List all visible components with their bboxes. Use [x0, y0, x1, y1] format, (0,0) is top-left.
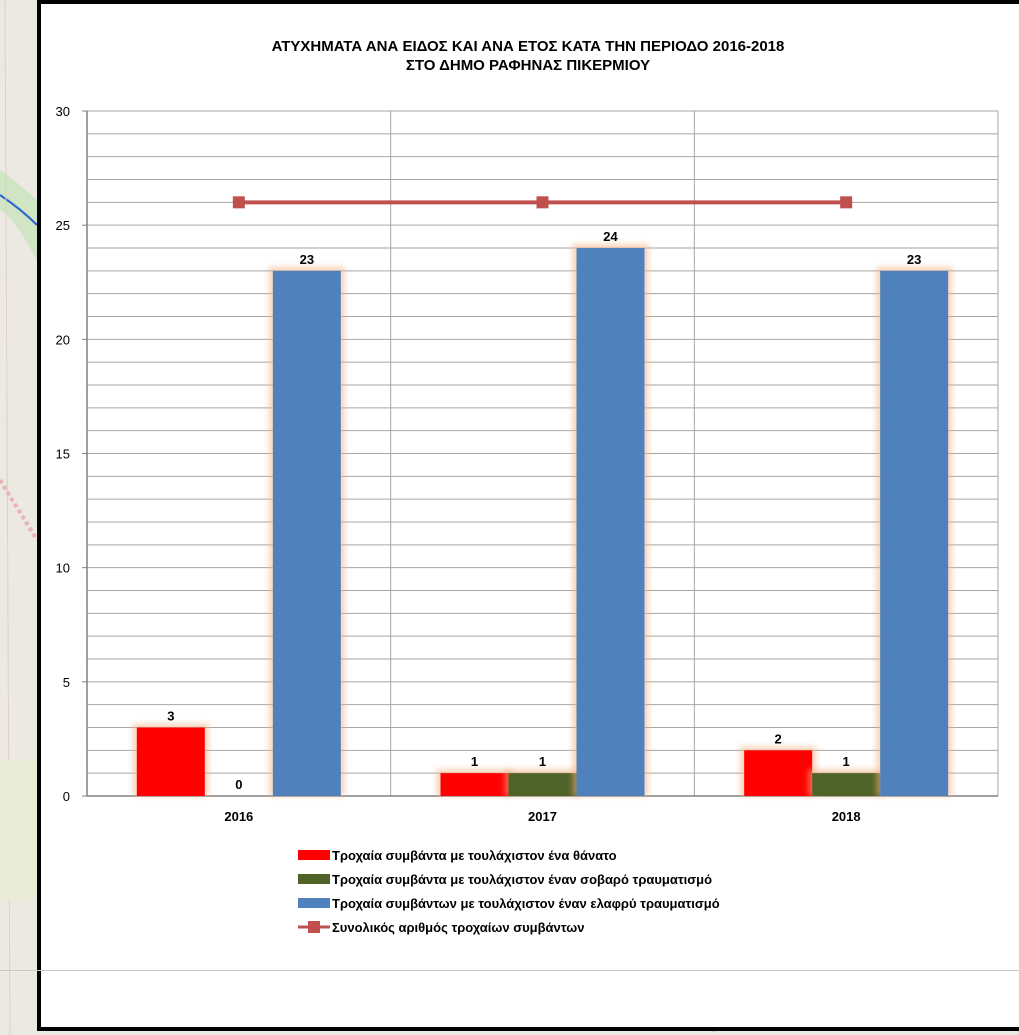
y-tick-label: 25 [56, 218, 70, 233]
legend-label: Τροχαία συμβάντα με τουλάχιστον ένα θάνα… [332, 848, 617, 863]
bar [744, 750, 813, 796]
legend-swatch [298, 850, 330, 860]
data-label: 1 [539, 754, 546, 769]
x-category-label: 2016 [224, 809, 253, 824]
chart-title-line-2: ΣΤΟ ΔΗΜΟ ΡΑΦΗΝΑΣ ΠΙΚΕΡΜΙΟΥ [406, 57, 650, 74]
y-tick-label: 10 [56, 561, 70, 576]
total-line-series [232, 196, 853, 209]
x-category-label: 2017 [528, 809, 557, 824]
chart-title-line-1: ΑΤΥΧΗΜΑΤΑ ΑΝΑ ΕΙΔΟΣ ΚΑΙ ΑΝΑ ΕΤΟΣ ΚΑΤΑ ΤΗ… [272, 38, 785, 55]
legend-label: Τροχαία συμβάντα με τουλάχιστον έναν σοβ… [332, 872, 712, 887]
legend: Τροχαία συμβάντα με τουλάχιστον ένα θάνα… [298, 848, 720, 935]
x-category-label: 2018 [832, 809, 861, 824]
bar [812, 773, 881, 796]
bar [576, 248, 645, 796]
bars [132, 244, 953, 796]
bar [272, 270, 341, 796]
legend-marker [308, 921, 320, 933]
gridlines [86, 110, 999, 796]
data-label: 23 [907, 252, 921, 267]
y-tick-label: 5 [63, 675, 70, 690]
data-label: 1 [471, 754, 478, 769]
data-label: 2 [775, 731, 782, 746]
bar [136, 727, 205, 796]
y-tick-label: 15 [56, 447, 70, 462]
data-label: 3 [167, 709, 174, 724]
bar [880, 270, 949, 796]
legend-label: Συνολικός αριθμός τροχαίων συμβάντων [332, 920, 584, 935]
y-tick-label: 30 [56, 104, 70, 119]
line-marker [232, 196, 245, 209]
y-tick-label: 20 [56, 332, 70, 347]
data-labels: 3 0 23 1 1 24 2 1 23 [167, 229, 921, 792]
legend-swatch [298, 874, 330, 884]
chart-panel [37, 0, 1019, 1031]
data-label: 23 [300, 252, 314, 267]
bar [440, 773, 509, 796]
data-label: 1 [843, 754, 850, 769]
legend-swatch [298, 898, 330, 908]
data-label: 0 [235, 777, 242, 792]
line-marker [536, 196, 549, 209]
line-marker [840, 196, 853, 209]
data-label: 24 [603, 229, 618, 244]
y-tick-label: 0 [63, 789, 70, 804]
legend-label: Τροχαία συμβάντων με τουλάχιστον έναν ελ… [332, 896, 720, 911]
bar [508, 773, 577, 796]
